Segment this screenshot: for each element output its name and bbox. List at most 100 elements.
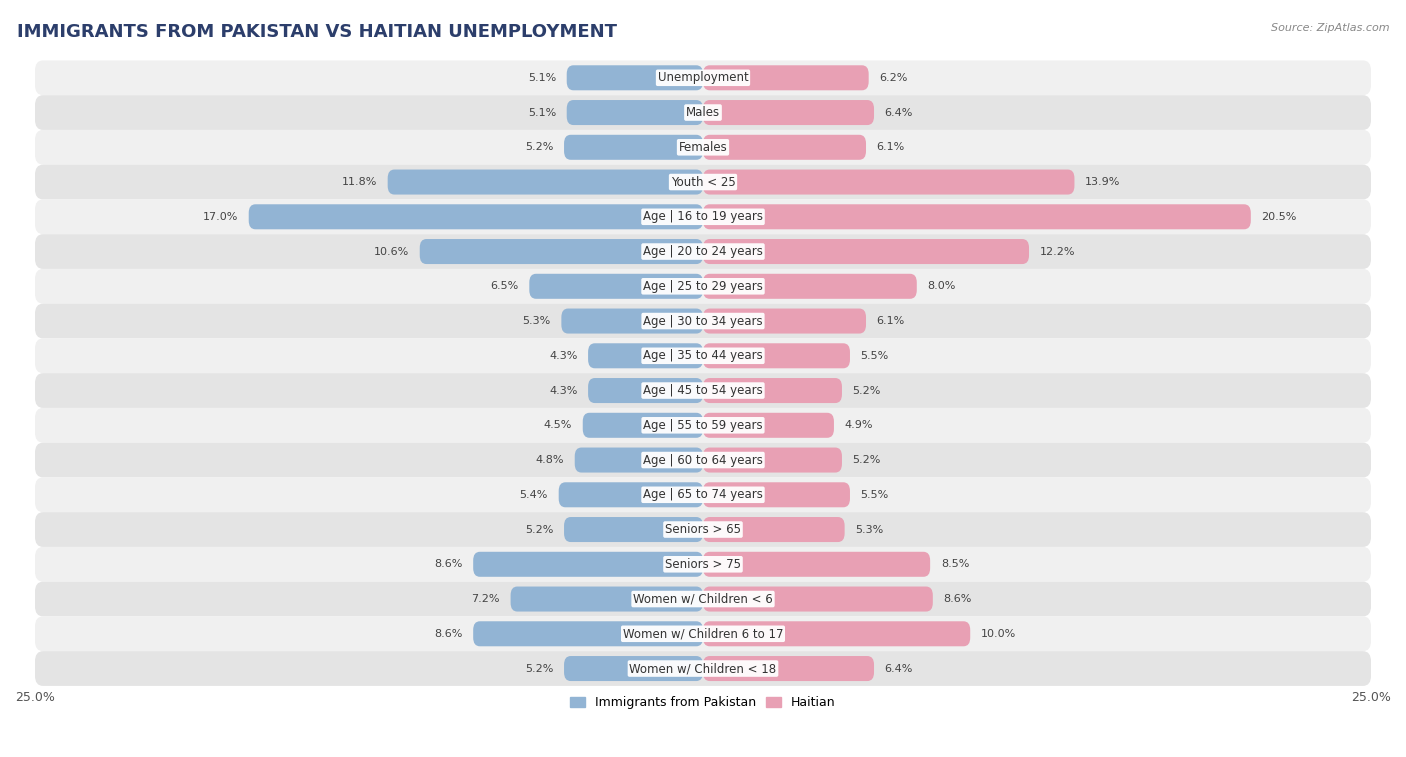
Text: 17.0%: 17.0% (202, 212, 238, 222)
FancyBboxPatch shape (564, 656, 703, 681)
FancyBboxPatch shape (703, 65, 869, 90)
FancyBboxPatch shape (703, 100, 875, 125)
Text: Age | 25 to 29 years: Age | 25 to 29 years (643, 280, 763, 293)
FancyBboxPatch shape (35, 269, 1371, 304)
FancyBboxPatch shape (558, 482, 703, 507)
FancyBboxPatch shape (35, 651, 1371, 686)
FancyBboxPatch shape (567, 100, 703, 125)
Text: 5.2%: 5.2% (852, 385, 882, 396)
Text: Age | 16 to 19 years: Age | 16 to 19 years (643, 210, 763, 223)
FancyBboxPatch shape (561, 309, 703, 334)
FancyBboxPatch shape (35, 95, 1371, 130)
Text: Females: Females (679, 141, 727, 154)
FancyBboxPatch shape (564, 135, 703, 160)
Text: 8.6%: 8.6% (943, 594, 972, 604)
FancyBboxPatch shape (703, 587, 932, 612)
Text: Age | 45 to 54 years: Age | 45 to 54 years (643, 384, 763, 397)
Text: 4.5%: 4.5% (544, 420, 572, 430)
Text: 8.6%: 8.6% (434, 559, 463, 569)
FancyBboxPatch shape (582, 413, 703, 438)
Text: 10.6%: 10.6% (374, 247, 409, 257)
FancyBboxPatch shape (703, 621, 970, 646)
FancyBboxPatch shape (35, 338, 1371, 373)
Text: 12.2%: 12.2% (1039, 247, 1076, 257)
FancyBboxPatch shape (703, 274, 917, 299)
Text: 6.1%: 6.1% (877, 316, 905, 326)
FancyBboxPatch shape (703, 413, 834, 438)
Text: 5.2%: 5.2% (524, 525, 554, 534)
Text: 4.9%: 4.9% (845, 420, 873, 430)
Text: Source: ZipAtlas.com: Source: ZipAtlas.com (1271, 23, 1389, 33)
FancyBboxPatch shape (420, 239, 703, 264)
Text: 6.4%: 6.4% (884, 664, 912, 674)
FancyBboxPatch shape (703, 517, 845, 542)
FancyBboxPatch shape (564, 517, 703, 542)
FancyBboxPatch shape (588, 343, 703, 369)
Text: 20.5%: 20.5% (1261, 212, 1296, 222)
FancyBboxPatch shape (529, 274, 703, 299)
Text: 7.2%: 7.2% (471, 594, 501, 604)
Text: 8.5%: 8.5% (941, 559, 969, 569)
Text: IMMIGRANTS FROM PAKISTAN VS HAITIAN UNEMPLOYMENT: IMMIGRANTS FROM PAKISTAN VS HAITIAN UNEM… (17, 23, 617, 41)
Text: 5.2%: 5.2% (524, 142, 554, 152)
FancyBboxPatch shape (35, 478, 1371, 512)
FancyBboxPatch shape (35, 581, 1371, 616)
Text: 5.1%: 5.1% (527, 73, 555, 83)
FancyBboxPatch shape (703, 656, 875, 681)
FancyBboxPatch shape (388, 170, 703, 195)
Text: 6.2%: 6.2% (879, 73, 908, 83)
Text: 6.4%: 6.4% (884, 107, 912, 117)
Text: Youth < 25: Youth < 25 (671, 176, 735, 188)
Text: Women w/ Children 6 to 17: Women w/ Children 6 to 17 (623, 628, 783, 640)
Text: 11.8%: 11.8% (342, 177, 377, 187)
Text: 4.3%: 4.3% (548, 350, 578, 361)
FancyBboxPatch shape (35, 373, 1371, 408)
FancyBboxPatch shape (35, 512, 1371, 547)
FancyBboxPatch shape (35, 234, 1371, 269)
Text: 8.0%: 8.0% (928, 282, 956, 291)
Text: Unemployment: Unemployment (658, 71, 748, 84)
FancyBboxPatch shape (35, 165, 1371, 199)
Text: 5.1%: 5.1% (527, 107, 555, 117)
FancyBboxPatch shape (35, 130, 1371, 165)
Text: 4.3%: 4.3% (548, 385, 578, 396)
Text: 5.2%: 5.2% (524, 664, 554, 674)
Text: 13.9%: 13.9% (1085, 177, 1121, 187)
Text: 8.6%: 8.6% (434, 629, 463, 639)
FancyBboxPatch shape (567, 65, 703, 90)
FancyBboxPatch shape (474, 621, 703, 646)
FancyBboxPatch shape (35, 408, 1371, 443)
FancyBboxPatch shape (575, 447, 703, 472)
FancyBboxPatch shape (703, 309, 866, 334)
Text: 5.5%: 5.5% (860, 490, 889, 500)
Text: 5.3%: 5.3% (855, 525, 883, 534)
Text: 6.5%: 6.5% (491, 282, 519, 291)
Text: Males: Males (686, 106, 720, 119)
Text: Age | 30 to 34 years: Age | 30 to 34 years (643, 315, 763, 328)
FancyBboxPatch shape (35, 443, 1371, 478)
FancyBboxPatch shape (35, 61, 1371, 95)
Text: 5.5%: 5.5% (860, 350, 889, 361)
Text: 4.8%: 4.8% (536, 455, 564, 465)
Text: Age | 20 to 24 years: Age | 20 to 24 years (643, 245, 763, 258)
FancyBboxPatch shape (474, 552, 703, 577)
FancyBboxPatch shape (703, 239, 1029, 264)
Text: Women w/ Children < 6: Women w/ Children < 6 (633, 593, 773, 606)
Text: Seniors > 65: Seniors > 65 (665, 523, 741, 536)
Legend: Immigrants from Pakistan, Haitian: Immigrants from Pakistan, Haitian (565, 691, 841, 714)
Text: Age | 55 to 59 years: Age | 55 to 59 years (643, 419, 763, 431)
FancyBboxPatch shape (703, 170, 1074, 195)
FancyBboxPatch shape (35, 304, 1371, 338)
FancyBboxPatch shape (703, 552, 931, 577)
Text: 5.4%: 5.4% (520, 490, 548, 500)
Text: 6.1%: 6.1% (877, 142, 905, 152)
FancyBboxPatch shape (703, 135, 866, 160)
FancyBboxPatch shape (703, 343, 851, 369)
Text: 5.2%: 5.2% (852, 455, 882, 465)
FancyBboxPatch shape (510, 587, 703, 612)
FancyBboxPatch shape (703, 447, 842, 472)
Text: Age | 35 to 44 years: Age | 35 to 44 years (643, 349, 763, 363)
FancyBboxPatch shape (35, 199, 1371, 234)
FancyBboxPatch shape (35, 547, 1371, 581)
FancyBboxPatch shape (588, 378, 703, 403)
